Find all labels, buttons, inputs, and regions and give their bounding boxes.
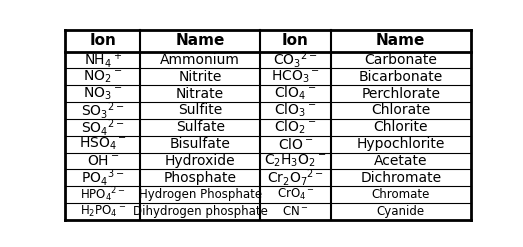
Text: OH$^-$: OH$^-$ <box>87 154 119 168</box>
Text: Chlorate: Chlorate <box>371 103 430 117</box>
Text: Nitrite: Nitrite <box>178 70 222 84</box>
Text: Acetate: Acetate <box>374 154 427 168</box>
Text: Chlorite: Chlorite <box>373 120 428 134</box>
Text: Hypochlorite: Hypochlorite <box>357 137 445 151</box>
Text: Ion: Ion <box>282 33 309 48</box>
Text: Phosphate: Phosphate <box>164 171 236 185</box>
Text: PO$_4$$^{3-}$: PO$_4$$^{3-}$ <box>81 167 124 188</box>
Text: Bicarbonate: Bicarbonate <box>359 70 443 84</box>
Text: CrO$_4$$^-$: CrO$_4$$^-$ <box>277 187 314 202</box>
Text: Name: Name <box>175 33 225 48</box>
Text: ClO$_2$$^-$: ClO$_2$$^-$ <box>274 119 316 136</box>
Text: Dihydrogen phosphate: Dihydrogen phosphate <box>133 205 268 218</box>
Text: HCO$_3$$^-$: HCO$_3$$^-$ <box>271 69 320 85</box>
Text: HPO$_4$$^{2-}$: HPO$_4$$^{2-}$ <box>80 185 126 204</box>
Text: CO$_3$$^{2-}$: CO$_3$$^{2-}$ <box>273 49 318 70</box>
Text: ClO$_4$$^-$: ClO$_4$$^-$ <box>274 85 316 102</box>
Text: Dichromate: Dichromate <box>360 171 441 185</box>
Text: H$_2$PO$_4$$^-$: H$_2$PO$_4$$^-$ <box>79 204 126 219</box>
Text: Ammonium: Ammonium <box>160 53 240 67</box>
Text: Sulfite: Sulfite <box>178 103 222 117</box>
Text: Bisulfate: Bisulfate <box>169 137 231 151</box>
Text: NH$_4$$^+$: NH$_4$$^+$ <box>84 50 122 70</box>
Text: Chromate: Chromate <box>372 188 430 201</box>
Text: Ion: Ion <box>89 33 116 48</box>
Text: Hydrogen Phosphate: Hydrogen Phosphate <box>139 188 262 201</box>
Text: Perchlorate: Perchlorate <box>361 87 440 101</box>
Text: ClO$_3$$^-$: ClO$_3$$^-$ <box>274 102 316 119</box>
Text: Name: Name <box>376 33 426 48</box>
Text: Carbonate: Carbonate <box>365 53 437 67</box>
Text: CN$^-$: CN$^-$ <box>282 205 309 218</box>
Text: Nitrate: Nitrate <box>176 87 224 101</box>
Text: NO$_3$$^-$: NO$_3$$^-$ <box>83 85 122 102</box>
Text: SO$_3$$^{2-}$: SO$_3$$^{2-}$ <box>81 100 125 121</box>
Text: C$_2$H$_3$O$_2$$^-$: C$_2$H$_3$O$_2$$^-$ <box>264 153 326 169</box>
Text: NO$_2$$^-$: NO$_2$$^-$ <box>83 69 122 85</box>
Text: HSO$_4$$^-$: HSO$_4$$^-$ <box>79 136 127 152</box>
Text: Hydroxide: Hydroxide <box>165 154 235 168</box>
Text: ClO$^-$: ClO$^-$ <box>278 137 313 152</box>
Text: Cyanide: Cyanide <box>377 205 425 218</box>
Text: SO$_4$$^{2-}$: SO$_4$$^{2-}$ <box>81 117 125 138</box>
Text: Cr$_2$O$_7$$^{2-}$: Cr$_2$O$_7$$^{2-}$ <box>267 167 324 188</box>
Text: Sulfate: Sulfate <box>176 120 225 134</box>
